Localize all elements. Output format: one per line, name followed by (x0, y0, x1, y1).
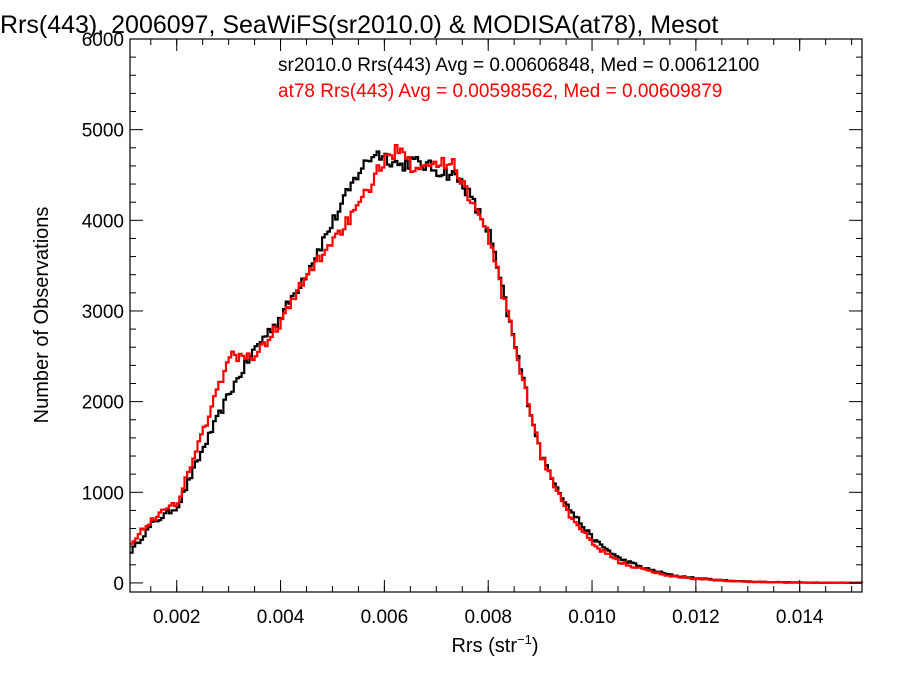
y-tick-label: 3000 (82, 302, 124, 323)
x-axis-title-close: ) (532, 635, 539, 657)
series-layer (130, 144, 864, 584)
chart-title: Rrs(443), 2006097, SeaWiFS(sr2010.0) & M… (0, 11, 718, 39)
x-tick-labels: 0.002 0.004 0.006 0.008 0.010 0.012 0.014 (153, 607, 824, 628)
axes (129, 38, 863, 593)
x-tick-label: 0.014 (776, 607, 824, 628)
legend: sr2010.0 Rrs(443) Avg = 0.00606848, Med … (278, 55, 759, 102)
y-tick-label: 5000 (82, 121, 124, 142)
x-tick-label: 0.004 (257, 607, 305, 628)
plot-frame (129, 38, 863, 593)
x-tick-label: 0.008 (464, 607, 512, 628)
x-tick-label: 0.006 (361, 607, 409, 628)
legend-entry-0: sr2010.0 Rrs(443) Avg = 0.00606848, Med … (278, 55, 759, 76)
x-axis-title-main: Rrs (str (451, 635, 517, 657)
x-axis-title-superscript: −1 (517, 632, 532, 647)
x-axis-title: Rrs (str−1) (451, 632, 538, 657)
y-axis-title: Number of Observations (31, 207, 53, 424)
series-line-1 (130, 144, 864, 584)
x-tick-label: 0.002 (153, 607, 201, 628)
y-tick-label: 6000 (82, 30, 124, 51)
y-tick-label: 4000 (82, 211, 124, 232)
y-tick-label: 2000 (82, 393, 124, 414)
series-line-0 (130, 150, 864, 584)
y-tick-label: 0 (113, 574, 124, 595)
legend-entry-1: at78 Rrs(443) Avg = 0.00598562, Med = 0.… (278, 81, 722, 102)
y-tick-label: 1000 (82, 483, 124, 504)
x-tick-label: 0.012 (672, 607, 720, 628)
y-tick-labels: 0 1000 2000 3000 4000 5000 6000 (82, 30, 124, 595)
x-tick-label: 0.010 (568, 607, 616, 628)
